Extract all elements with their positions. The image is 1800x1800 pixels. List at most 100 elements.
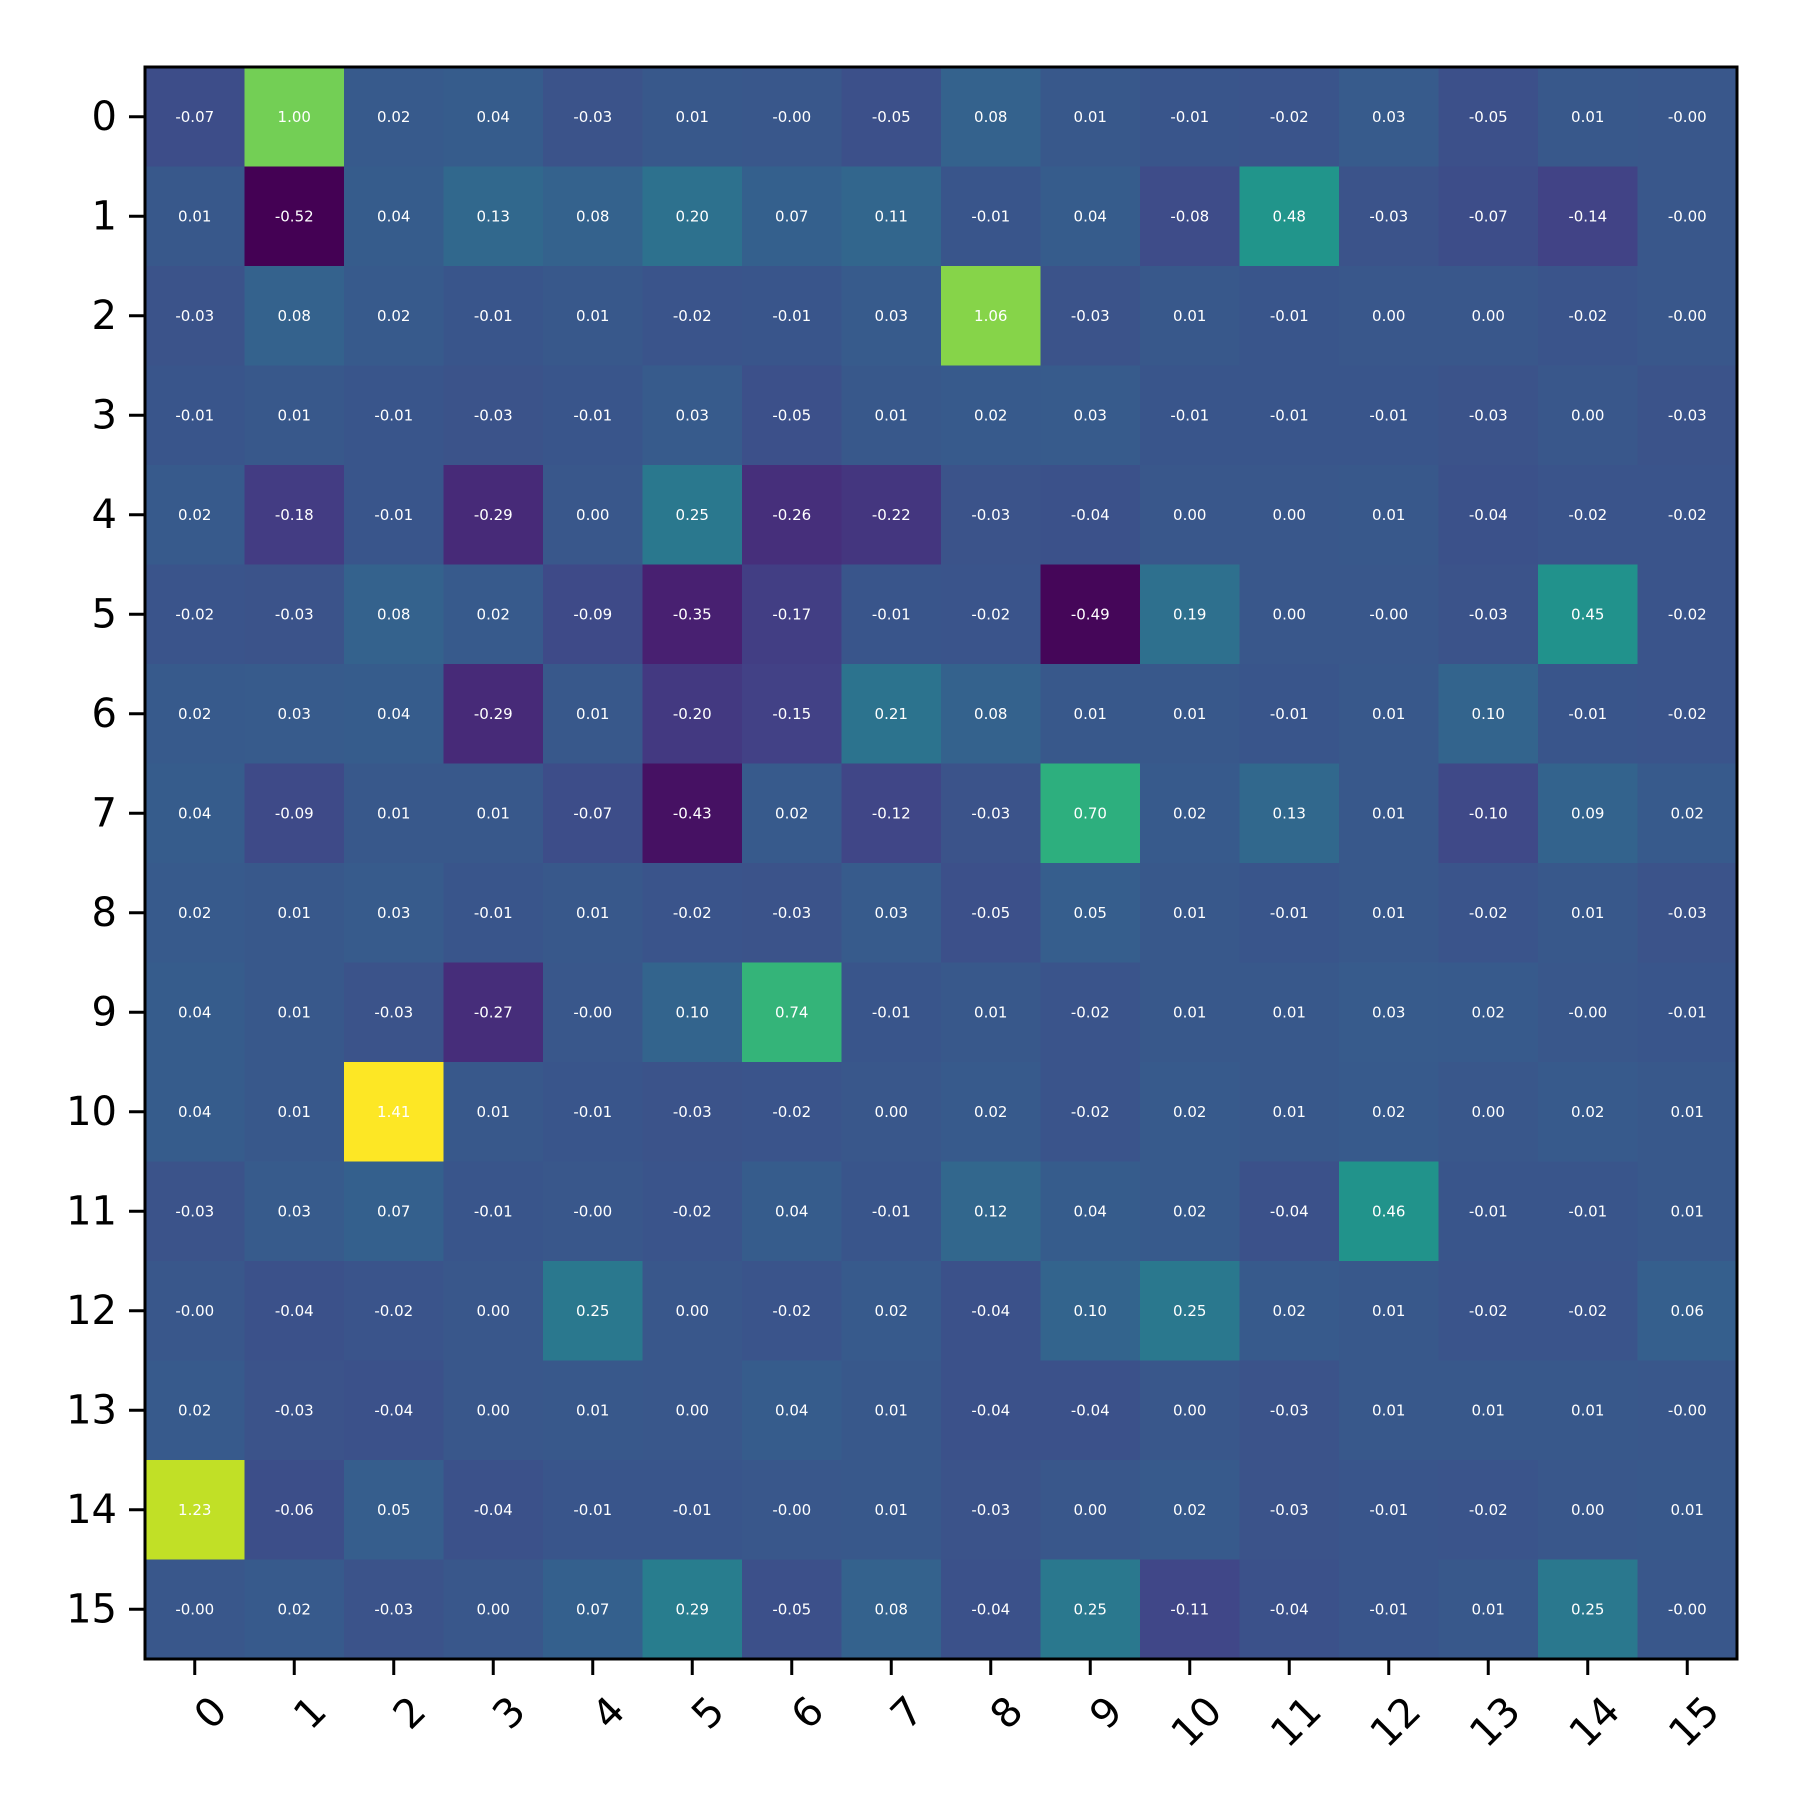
heatmap-cell-r10-c10	[1140, 1062, 1240, 1162]
cell-value-label-r11-c8: 0.12	[974, 1202, 1007, 1220]
heatmap-value-labels: -0.07 1.00 0.02 0.04 -0.03 0.01 -0.00 -0.05 0.08…	[175, 108, 1706, 1619]
cell-value-label-r8-c5: -0.02	[673, 904, 712, 922]
heatmap-cell-r0-c8	[941, 67, 1041, 167]
cell-value-label-r1-c3: 0.13	[477, 207, 510, 225]
heatmap-cell-r4-c12	[1339, 465, 1439, 565]
cell-value-label-r4-c12: 0.01	[1372, 506, 1405, 524]
cell-value-label-r2-c6: -0.01	[772, 307, 811, 325]
heatmap-cell-r2-c2	[344, 266, 444, 366]
heatmap-cell-r3-c9	[1040, 365, 1141, 466]
y-tick-label-9: 9	[92, 989, 117, 1035]
cell-value-label-r4-c2: -0.01	[374, 506, 413, 524]
heatmap-cell-r15-c1	[244, 1559, 345, 1660]
cell-value-label-r9-c11: 0.01	[1273, 1003, 1306, 1021]
heatmap-cell-r12-c13	[1438, 1261, 1539, 1361]
heatmap-cell-r15-c7	[841, 1559, 942, 1660]
heatmap-cell-r8-c5	[642, 863, 743, 963]
heatmap-cell-r8-c3	[443, 863, 544, 963]
cell-value-label-r15-c1: 0.02	[278, 1600, 311, 1618]
heatmap-cell-r14-c10	[1140, 1460, 1240, 1560]
cell-value-label-r3-c5: 0.03	[676, 406, 709, 424]
heatmap-cell-r9-c8	[941, 962, 1041, 1063]
x-tick-label-1: 1	[285, 1688, 336, 1739]
cell-value-label-r11-c5: -0.02	[673, 1202, 712, 1220]
cell-value-label-r6-c14: -0.01	[1568, 705, 1607, 723]
heatmap-cell-r8-c15	[1637, 863, 1738, 963]
heatmap-cell-r14-c7	[841, 1460, 942, 1560]
heatmap-cell-r4-c1	[244, 465, 345, 565]
cell-value-label-r13-c9: -0.04	[1071, 1401, 1110, 1419]
cell-value-label-r15-c2: -0.03	[374, 1600, 413, 1618]
heatmap-cell-r12-c5	[642, 1261, 743, 1361]
cell-value-label-r13-c14: 0.01	[1571, 1401, 1604, 1419]
heatmap-cell-r2-c12	[1339, 266, 1439, 366]
cell-value-label-r12-c7: 0.02	[875, 1302, 908, 1320]
cell-value-label-r6-c5: -0.20	[673, 705, 712, 723]
cell-value-label-r0-c6: -0.00	[772, 108, 811, 126]
cell-value-label-r7-c13: -0.10	[1469, 804, 1508, 822]
heatmap-cell-r6-c9	[1040, 664, 1141, 764]
cell-value-label-r8-c8: -0.05	[971, 904, 1010, 922]
cell-value-label-r4-c7: -0.22	[872, 506, 911, 524]
x-tick-label-2: 2	[385, 1688, 436, 1739]
cell-value-label-r10-c9: -0.02	[1071, 1103, 1110, 1121]
heatmap-cell-r5-c15	[1637, 564, 1738, 665]
cell-value-label-r5-c6: -0.17	[772, 605, 811, 623]
cell-value-label-r14-c1: -0.06	[275, 1501, 314, 1519]
heatmap-cell-r3-c6	[742, 365, 842, 466]
cell-value-label-r7-c2: 0.01	[377, 804, 410, 822]
cell-value-label-r2-c3: -0.01	[474, 307, 513, 325]
heatmap-cell-r13-c15	[1637, 1360, 1738, 1461]
x-tick-label-15: 15	[1660, 1688, 1729, 1757]
cell-value-label-r9-c10: 0.01	[1173, 1003, 1206, 1021]
cell-value-label-r15-c15: -0.00	[1668, 1600, 1707, 1618]
cell-value-label-r14-c8: -0.03	[971, 1501, 1010, 1519]
plot-frame	[143, 65, 1739, 1661]
cell-value-label-r15-c9: 0.25	[1074, 1600, 1107, 1618]
heatmap-cell-r1-c4	[543, 166, 643, 267]
heatmap-cell-r10-c13	[1438, 1062, 1539, 1162]
cell-value-label-r11-c14: -0.01	[1568, 1202, 1607, 1220]
cell-value-label-r14-c4: -0.01	[573, 1501, 612, 1519]
heatmap-cell-r15-c2	[344, 1559, 444, 1660]
cell-value-label-r1-c8: -0.01	[971, 207, 1010, 225]
cell-value-label-r8-c1: 0.01	[278, 904, 311, 922]
heatmap-cell-r1-c6	[742, 166, 842, 267]
cell-value-label-r4-c1: -0.18	[275, 506, 314, 524]
cell-value-label-r14-c6: -0.00	[772, 1501, 811, 1519]
heatmap-cell-r14-c12	[1339, 1460, 1439, 1560]
heatmap-cell-r15-c5	[642, 1559, 743, 1660]
cell-value-label-r11-c0: -0.03	[175, 1202, 214, 1220]
cell-value-label-r10-c15: 0.01	[1671, 1103, 1704, 1121]
heatmap-cell-r9-c0	[145, 962, 245, 1063]
cell-value-label-r0-c11: -0.02	[1270, 108, 1309, 126]
cell-value-label-r11-c6: 0.04	[775, 1202, 808, 1220]
cell-value-label-r7-c11: 0.13	[1273, 804, 1306, 822]
cell-value-label-r9-c2: -0.03	[374, 1003, 413, 1021]
cell-value-label-r1-c12: -0.03	[1369, 207, 1408, 225]
heatmap-cell-r14-c2	[344, 1460, 444, 1560]
cell-value-label-r13-c0: 0.02	[178, 1401, 211, 1419]
cell-value-label-r8-c14: 0.01	[1571, 904, 1604, 922]
y-tick-label-1: 1	[92, 193, 117, 239]
cell-value-label-r5-c8: -0.02	[971, 605, 1010, 623]
cell-value-label-r14-c13: -0.02	[1469, 1501, 1508, 1519]
cell-value-label-r0-c10: -0.01	[1170, 108, 1209, 126]
heatmap-cell-r15-c8	[941, 1559, 1041, 1660]
cell-value-label-r7-c9: 0.70	[1074, 804, 1107, 822]
y-tick-label-2: 2	[92, 293, 117, 339]
heatmap-cell-r9-c15	[1637, 962, 1738, 1063]
cell-value-label-r13-c3: 0.00	[477, 1401, 510, 1419]
x-tick-label-9: 9	[1081, 1688, 1132, 1739]
heatmap-cell-r9-c7	[841, 962, 942, 1063]
cell-value-label-r4-c15: -0.02	[1668, 506, 1707, 524]
heatmap-cell-r9-c14	[1538, 962, 1638, 1063]
heatmap-cell-r0-c9	[1040, 67, 1141, 167]
heatmap-cell-r10-c12	[1339, 1062, 1439, 1162]
heatmap-cell-r12-c1	[244, 1261, 345, 1361]
cell-value-label-r9-c7: -0.01	[872, 1003, 911, 1021]
cell-value-label-r13-c2: -0.04	[374, 1401, 413, 1419]
x-axis: 0 1 2 3 4 5 6 7 8 9 10 11 12 13 14 15	[186, 1659, 1729, 1756]
cell-value-label-r11-c3: -0.01	[474, 1202, 513, 1220]
